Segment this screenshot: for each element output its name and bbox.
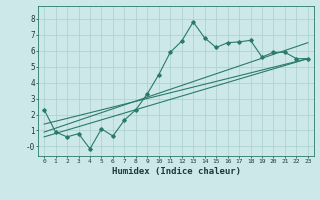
- X-axis label: Humidex (Indice chaleur): Humidex (Indice chaleur): [111, 167, 241, 176]
